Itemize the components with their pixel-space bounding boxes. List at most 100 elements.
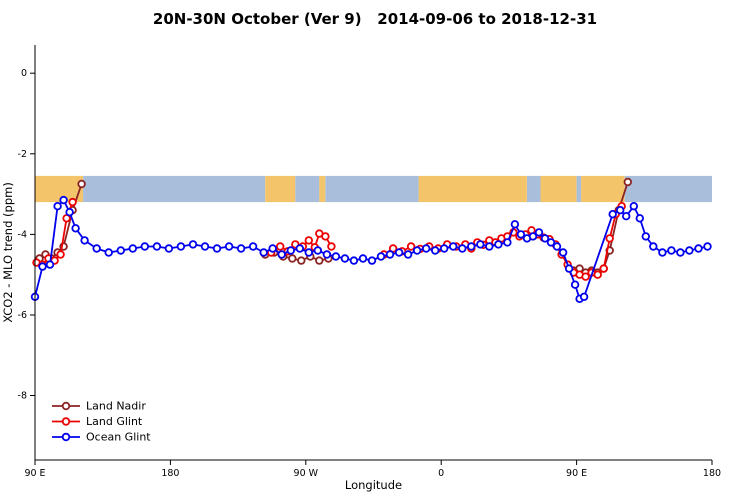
data-point	[331, 252, 341, 261]
data-point	[528, 232, 538, 241]
data-point	[295, 244, 304, 253]
data-point	[297, 256, 306, 265]
x-tick-label: 90 E	[24, 468, 45, 479]
data-point	[376, 252, 386, 261]
data-point	[321, 232, 330, 241]
legend-marker	[61, 417, 71, 426]
data-point	[116, 246, 125, 255]
series-land-glint	[32, 197, 626, 281]
data-point	[552, 242, 562, 251]
data-point	[605, 234, 614, 243]
data-point	[164, 244, 174, 253]
map-band-land-segment	[35, 175, 84, 203]
data-point	[534, 228, 544, 237]
map-band-ocean-segment	[576, 175, 582, 203]
data-point	[703, 242, 712, 251]
map-band-land-segment	[418, 175, 527, 203]
data-point	[476, 240, 485, 249]
data-point	[676, 248, 685, 257]
x-tick-label: 180	[161, 468, 179, 479]
data-point	[581, 272, 590, 281]
data-point	[104, 248, 113, 257]
data-point	[77, 179, 86, 189]
x-axis-title: Longitude	[345, 478, 402, 492]
data-point	[224, 242, 234, 251]
map-band-ocean-segment	[83, 175, 266, 203]
data-point	[385, 250, 395, 259]
chart-title: 20N-30N October (Ver 9) 2014-09-06 to 20…	[152, 10, 598, 28]
data-point	[276, 242, 285, 251]
data-point	[212, 244, 222, 253]
data-point	[623, 177, 632, 187]
data-point	[45, 260, 55, 269]
data-point	[467, 242, 476, 251]
data-point	[641, 232, 650, 241]
data-point	[315, 256, 324, 265]
map-band-land-segment	[265, 175, 296, 203]
data-point	[494, 240, 503, 249]
data-point	[176, 242, 186, 251]
data-point	[65, 207, 74, 217]
data-point	[367, 256, 377, 265]
data-point	[503, 238, 512, 247]
data-point	[406, 242, 416, 251]
data-point	[635, 214, 644, 223]
x-tick-label: 90 W	[294, 468, 319, 479]
data-point	[629, 201, 638, 211]
data-point	[458, 244, 467, 253]
data-point	[340, 254, 350, 263]
data-point	[403, 250, 413, 259]
data-point	[358, 254, 368, 263]
data-point	[440, 244, 449, 253]
legend-marker	[61, 401, 71, 411]
data-point	[288, 254, 297, 263]
data-point	[140, 242, 149, 251]
data-point	[286, 246, 295, 255]
data-point	[92, 244, 101, 253]
data-point	[412, 246, 422, 255]
y-tick-label: -8	[18, 391, 27, 402]
legend-marker	[61, 432, 71, 442]
data-point	[53, 201, 62, 211]
data-point	[579, 292, 589, 301]
data-point	[540, 234, 550, 243]
y-tick-label: -2	[18, 149, 27, 160]
data-point	[394, 248, 404, 257]
data-point	[599, 264, 608, 273]
data-point	[622, 211, 631, 221]
map-band-land-segment	[319, 175, 326, 203]
data-point	[80, 236, 89, 245]
y-tick-label: 0	[21, 68, 27, 79]
data-point	[304, 236, 313, 245]
data-point	[322, 250, 332, 259]
data-point	[485, 242, 494, 251]
data-point	[236, 244, 246, 253]
data-point	[349, 256, 359, 265]
data-point	[570, 280, 580, 289]
data-point	[200, 242, 210, 251]
y-tick-label: -6	[18, 310, 27, 321]
data-point	[277, 250, 286, 259]
x-axis: 90 E 180 90 W 0 90 E 180 Longitude	[24, 459, 721, 492]
y-axis-title: XCO2 - MLO trend (ppm)	[1, 182, 15, 323]
data-point	[431, 246, 440, 255]
data-point	[564, 264, 574, 273]
data-point	[616, 205, 625, 215]
map-band	[35, 175, 712, 203]
data-point	[667, 246, 676, 255]
data-point	[546, 238, 556, 247]
data-point	[516, 230, 526, 239]
data-point	[188, 240, 198, 249]
data-point	[449, 242, 458, 251]
data-point	[38, 262, 47, 271]
data-point	[259, 248, 268, 257]
legend-label: Land Glint	[86, 415, 143, 428]
data-point	[685, 246, 694, 255]
series-line	[34, 199, 708, 300]
data-point	[558, 248, 568, 257]
data-point	[327, 242, 336, 251]
data-point	[68, 197, 77, 207]
